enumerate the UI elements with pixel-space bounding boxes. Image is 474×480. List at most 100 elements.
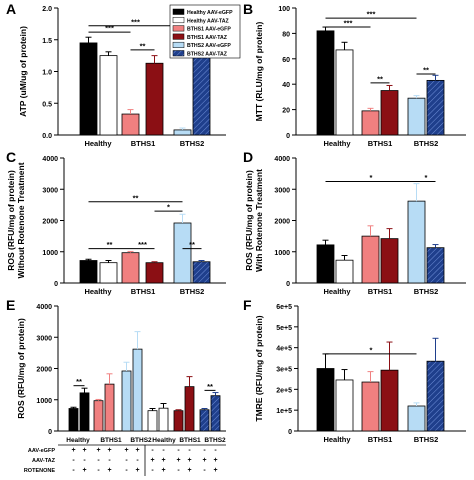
condition-table: AAV-eGFP + + + + + + - - - - - -AAV-TAZ - - - - - - + + + + + +R…: [24, 444, 226, 476]
bar-healthy-aav-taz: [99, 262, 118, 284]
table-cell: +: [161, 467, 165, 474]
bar-bths2-aav-taz: [199, 409, 210, 432]
y-tick-label: 0: [288, 429, 292, 436]
category-label: BTHS1: [131, 287, 156, 296]
y-tick-label: 2000: [36, 367, 52, 374]
significance-label: *: [425, 173, 428, 182]
y-tick-label: 60: [282, 57, 290, 64]
table-cell: -: [72, 457, 75, 464]
bar-healthy-aav-taz: [99, 55, 118, 136]
y-tick-label: 2000: [42, 219, 58, 226]
bar-healthy-aav-egfp: [79, 42, 98, 136]
y-tick-label: 1.5: [42, 38, 52, 45]
significance-label: **: [377, 74, 383, 83]
bar-bths1-aav-egfp: [361, 381, 380, 432]
category-label: Healthy: [152, 437, 176, 444]
bar-bths2-aav-taz: [192, 56, 211, 136]
y-tick-label: 6e+5: [276, 304, 292, 311]
table-cell: +: [107, 467, 111, 474]
y-tick-label: 1.0: [42, 70, 52, 77]
panel-a: A 0.0 0.5 1.0 1.5 2.0 ATP (uM/ug of protein) **…: [6, 1, 241, 148]
y-axis-label: TMRE (RFU/mg of protein): [254, 315, 264, 421]
panel-letter: C: [6, 149, 16, 165]
significance-label: ***: [367, 10, 376, 19]
category-label: Healthy: [323, 139, 351, 148]
significance-label: ***: [131, 17, 140, 26]
significance-label: **: [189, 240, 195, 249]
y-tick-label: 3000: [42, 187, 58, 194]
table-cell: -: [151, 467, 154, 474]
table-cell: -: [97, 457, 100, 464]
significance-label: **: [133, 193, 139, 202]
bar-bths2-aav-egfp: [173, 129, 192, 136]
table-cell: -: [83, 457, 86, 464]
y-axis-label: ROS (RFU/mg of protein)With Rotenone Tre…: [244, 169, 264, 272]
legend-swatch: [172, 8, 185, 15]
category-label: BTHS1: [179, 437, 201, 444]
category-label: BTHS2: [414, 435, 439, 444]
category-label: Healthy: [323, 435, 351, 444]
table-cell: +: [176, 457, 180, 464]
bar-healthy-aav-egfp: [79, 260, 98, 284]
y-tick-label: 0: [54, 281, 58, 288]
table-cell: +: [187, 457, 191, 464]
y-tick-label: 3e+5: [276, 367, 292, 374]
significance-label: **: [423, 66, 429, 75]
bar-bths2-aav-egfp: [173, 222, 192, 284]
category-label: BTHS1: [368, 435, 393, 444]
y-tick-label: 0: [286, 133, 290, 140]
bar-healthy-aav-egfp: [316, 244, 335, 284]
legend-swatch: [172, 25, 185, 32]
legend-swatch: [172, 33, 185, 40]
y-tick-label: 0.5: [42, 101, 52, 108]
panel-letter: A: [6, 1, 16, 17]
significance-label: ***: [105, 24, 114, 33]
category-label: Healthy: [66, 437, 90, 444]
bar-bths2-aav-egfp: [407, 405, 426, 432]
y-axis-label: MTT (RLU/mg of protein): [254, 22, 264, 122]
category-label: Healthy: [323, 287, 351, 296]
y-tick-label: 4e+5: [276, 346, 292, 353]
table-cell: +: [213, 467, 217, 474]
panel-f: F 0 1e+5 2e+5 3e+5 4e+5 5e+5 6e+5 TMRE (RFU/mg o…: [243, 297, 466, 444]
table-cell: +: [213, 457, 217, 464]
y-tick-label: 1000: [274, 250, 290, 257]
bar-healthy-aav-egfp: [79, 392, 90, 432]
category-label: BTHS2: [414, 139, 439, 148]
table-cell: -: [188, 447, 191, 454]
bar-bths2-aav-taz: [426, 360, 445, 432]
table-cell: -: [125, 467, 128, 474]
significance-label: **: [107, 240, 113, 249]
significance-label: ***: [344, 19, 353, 28]
category-label: BTHS2: [180, 139, 205, 148]
bar-bths1-aav-taz: [380, 238, 399, 284]
table-cell: -: [177, 467, 180, 474]
bar-bths1-aav-taz: [380, 369, 399, 432]
significance-label: *: [167, 203, 170, 212]
y-tick-label: 4000: [36, 304, 52, 311]
significance-label: **: [76, 377, 82, 386]
table-row-label: AAV-TAZ: [32, 458, 56, 464]
table-cell: +: [124, 447, 128, 454]
bar-bths2-aav-egfp: [407, 97, 426, 136]
significance-label: ***: [138, 240, 147, 249]
panel-c: C 0 1000 2000 3000 4000 ROS (RFU/mg of protein…: [6, 149, 226, 296]
y-tick-label: 4000: [42, 156, 58, 163]
legend: Healthy AAV-eGFP Healthy AAV-TAZ BTHS1 AAV…: [169, 4, 241, 59]
bar-bths1-aav-egfp: [361, 235, 380, 284]
bar-bths1-aav-taz: [145, 62, 164, 136]
panel-letter: D: [243, 149, 253, 165]
y-tick-label: 20: [282, 108, 290, 115]
bar-bths2-aav-taz: [426, 79, 445, 136]
table-row-label: AAV-eGFP: [28, 448, 55, 454]
bar-healthy-aav-egfp: [68, 408, 79, 432]
legend-entry: BTHS1 AAV-TAZ: [187, 35, 228, 41]
table-cell: -: [97, 467, 100, 474]
bar-bths1-aav-egfp: [361, 110, 380, 136]
legend-swatch: [172, 41, 185, 48]
bar-bths1-aav-taz: [173, 410, 184, 432]
y-tick-label: 3000: [36, 335, 52, 342]
bar-healthy-aav-egfp: [316, 368, 335, 432]
table-cell: +: [71, 447, 75, 454]
